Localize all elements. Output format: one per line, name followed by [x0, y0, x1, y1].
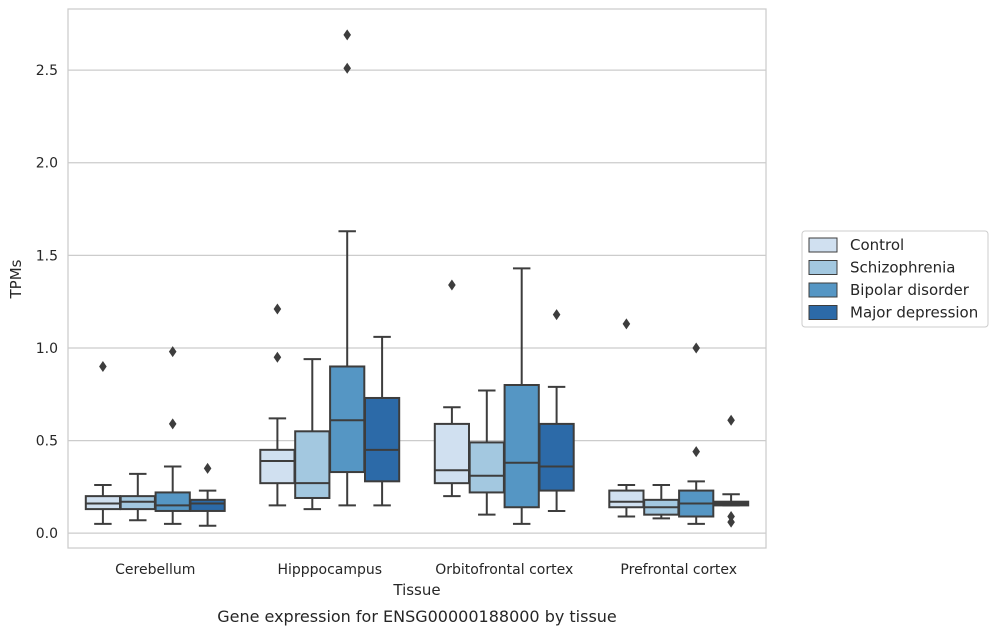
box-group: [538, 309, 575, 512]
box-group: [259, 303, 296, 507]
outlier-point: [448, 279, 456, 291]
outlier-point: [727, 414, 735, 426]
x-tick-label: Cerebellum: [115, 562, 195, 578]
legend: Control Schizophrenia Bipolar disorder Majo…: [801, 230, 989, 328]
plot-frame: [67, 8, 767, 549]
x-tick-label: Orbitofrontal cortex: [435, 562, 573, 578]
y-axis-ticks: 0.0 0.5 1.0 1.5 2.0 2.5: [36, 63, 58, 542]
iqr-box: [503, 384, 540, 509]
legend-swatch: [808, 282, 838, 298]
iqr-box: [294, 430, 331, 499]
outlier-point: [692, 342, 700, 354]
y-tick-label: 2.0: [36, 156, 58, 172]
iqr-box: [363, 396, 401, 483]
iqr-box: [259, 448, 296, 485]
box-group: [712, 414, 750, 528]
box-group: [84, 360, 122, 525]
chart-caption: Gene expression for ENSG00000188000 by t…: [217, 607, 617, 626]
series-schizophrenia: [119, 358, 680, 522]
box-group: [468, 389, 505, 516]
y-tick-label: 1.5: [36, 248, 58, 264]
legend-label: Control: [850, 236, 904, 254]
outlier-point: [99, 360, 107, 372]
outlier-point: [343, 62, 351, 74]
outlier-point: [168, 346, 177, 358]
outlier-point: [343, 29, 351, 41]
box-group: [329, 29, 366, 507]
iqr-box: [468, 441, 505, 494]
iqr-box: [538, 422, 575, 492]
outlier-point: [273, 303, 282, 315]
iqr-box: [608, 489, 645, 509]
iqr-box: [189, 498, 226, 512]
box-group: [678, 342, 715, 525]
legend-swatch: [808, 305, 838, 320]
legend-label: Bipolar disorder: [850, 281, 970, 299]
iqr-box: [154, 491, 191, 512]
iqr-box: [433, 422, 471, 485]
outlier-point: [727, 511, 735, 523]
gridlines: [68, 69, 766, 534]
series-bipolar-disorder: [154, 29, 715, 525]
x-axis-ticks: Cerebellum Hipppocampus Orbitofrontal cort…: [115, 562, 737, 578]
box-group: [189, 462, 226, 527]
box-group: [154, 346, 191, 525]
box-group: [433, 279, 471, 498]
legend-label: Schizophrenia: [850, 259, 955, 277]
box-group: [363, 335, 401, 507]
outlier-point: [552, 309, 561, 321]
legend-swatch: [808, 260, 838, 275]
outlier-point: [168, 418, 177, 430]
legend-frame: [801, 230, 989, 328]
legend-label: Major depression: [850, 304, 978, 322]
box-group: [119, 472, 156, 522]
y-tick-label: 1.0: [36, 341, 58, 357]
y-tick-label: 0.5: [36, 434, 58, 450]
box-group: [294, 358, 331, 511]
outlier-point: [727, 516, 735, 528]
series-major-depression: [189, 309, 750, 528]
outlier-point: [203, 462, 212, 474]
outlier-point: [273, 351, 282, 363]
y-tick-label: 0.0: [36, 526, 58, 542]
box-group: [643, 484, 680, 520]
legend-swatch: [808, 237, 838, 253]
x-axis-label: Tissue: [392, 581, 440, 599]
x-tick-label: Prefrontal cortex: [620, 562, 737, 578]
y-axis-label: TPMs: [7, 259, 25, 299]
x-tick-label: Hipppocampus: [277, 562, 382, 578]
outlier-point: [622, 318, 631, 330]
y-tick-label: 2.5: [36, 63, 58, 79]
outlier-point: [692, 446, 700, 458]
box-group: [503, 267, 540, 525]
box-series: [84, 29, 750, 528]
